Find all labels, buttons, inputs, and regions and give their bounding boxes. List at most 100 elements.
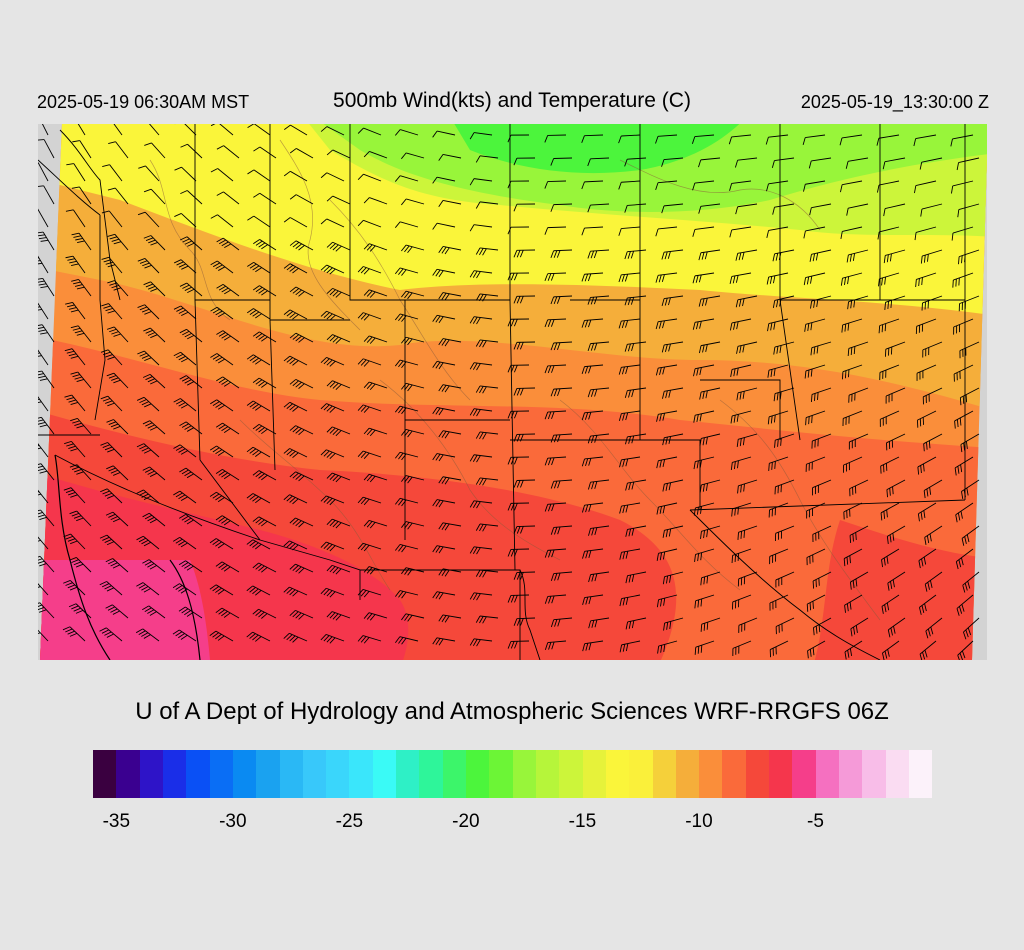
- colorbar-swatch: [326, 750, 350, 798]
- wind-barb: [246, 400, 271, 412]
- wind-barb: [107, 280, 129, 297]
- wind-barb: [105, 511, 129, 527]
- wind-barb: [38, 555, 55, 573]
- colorbar-swatch: [652, 750, 676, 798]
- wind-barb: [661, 157, 684, 167]
- wind-barb: [618, 134, 641, 144]
- wind-barb: [137, 258, 160, 274]
- colorbar-swatch: [512, 750, 536, 798]
- wind-barb: [737, 525, 758, 540]
- wind-barb: [135, 628, 160, 642]
- wind-barb: [876, 134, 900, 146]
- wind-barb: [661, 203, 684, 214]
- wind-barb: [544, 226, 567, 235]
- wind-barb: [624, 387, 647, 399]
- wind-barb: [662, 479, 684, 492]
- wind-barb: [700, 617, 721, 632]
- wind-barb: [775, 571, 795, 588]
- wind-barb: [65, 301, 86, 320]
- wind-barb: [401, 567, 425, 576]
- wind-barb: [179, 375, 203, 389]
- wind-barb: [550, 295, 573, 305]
- wind-barb: [662, 433, 684, 446]
- wind-barb: [142, 373, 166, 389]
- wind-barb: [840, 226, 863, 240]
- wind-barb: [700, 571, 721, 586]
- wind-barb: [401, 336, 425, 346]
- wind-barb: [581, 456, 604, 467]
- wind-barb: [210, 124, 234, 136]
- wind-barb: [247, 169, 271, 182]
- wind-barb: [924, 571, 943, 592]
- wind-barb: [656, 502, 678, 515]
- colorbar-swatch: [792, 750, 816, 798]
- wind-barb: [469, 178, 493, 186]
- wind-barb: [283, 170, 308, 182]
- wind-barb: [252, 423, 277, 435]
- wind-barb: [919, 594, 937, 615]
- wind-barb: [961, 479, 980, 500]
- wind-barb: [881, 548, 900, 568]
- wind-barb: [438, 338, 462, 347]
- wind-barb: [773, 387, 795, 402]
- wind-barb: [363, 243, 388, 252]
- wind-barb: [953, 364, 974, 382]
- wind-barb: [145, 124, 160, 136]
- wind-barb: [38, 602, 55, 619]
- wind-barb: [107, 233, 129, 251]
- wind-barb: [769, 594, 789, 611]
- wind-barb: [38, 625, 49, 642]
- wind-barb: [913, 134, 937, 147]
- wind-barb: [879, 364, 900, 381]
- wind-barb: [469, 270, 493, 279]
- wind-barb: [174, 124, 197, 136]
- wind-barb: [326, 380, 351, 391]
- wind-barb: [544, 180, 567, 189]
- wind-barb: [923, 479, 943, 499]
- wind-barb: [920, 249, 943, 264]
- wind-barb: [691, 134, 715, 144]
- wind-barb: [475, 293, 499, 302]
- wind-barb: [513, 295, 536, 304]
- wind-barb: [100, 349, 123, 366]
- wind-barb: [810, 295, 832, 309]
- wind-barb: [694, 548, 715, 563]
- wind-barb: [587, 479, 610, 490]
- wind-barb: [808, 157, 832, 169]
- wind-barb: [731, 548, 752, 564]
- wind-barb: [38, 532, 49, 550]
- wind-barb: [283, 263, 308, 274]
- wind-barb: [582, 640, 604, 652]
- wind-barb: [143, 235, 166, 251]
- wind-barb: [252, 285, 277, 297]
- wind-barb: [839, 134, 863, 146]
- wind-barb: [544, 134, 567, 143]
- wind-barb: [469, 362, 493, 371]
- wind-barb: [357, 312, 382, 321]
- wind-barb: [320, 172, 345, 182]
- wind-barb: [807, 640, 826, 659]
- wind-barb: [849, 571, 869, 590]
- wind-barb: [735, 249, 758, 261]
- wind-barb: [625, 479, 647, 491]
- wind-barb: [38, 393, 49, 412]
- wind-barb: [320, 541, 345, 552]
- wind-barb: [544, 548, 567, 558]
- colorbar-swatch: [139, 750, 163, 798]
- wind-barb: [624, 295, 647, 306]
- wind-barb: [326, 472, 351, 483]
- wind-barb: [469, 316, 493, 325]
- wind-barb: [618, 318, 641, 329]
- wind-barb: [849, 479, 869, 497]
- wind-barb: [698, 249, 721, 261]
- wind-barb: [513, 571, 536, 580]
- wind-barb: [769, 640, 789, 658]
- wind-barb: [401, 475, 425, 484]
- wind-barb: [137, 350, 160, 366]
- wind-barb: [732, 640, 752, 657]
- wind-barb: [806, 548, 826, 566]
- wind-barb: [774, 525, 795, 541]
- wind-barb: [394, 451, 419, 461]
- wind-barb: [144, 142, 166, 159]
